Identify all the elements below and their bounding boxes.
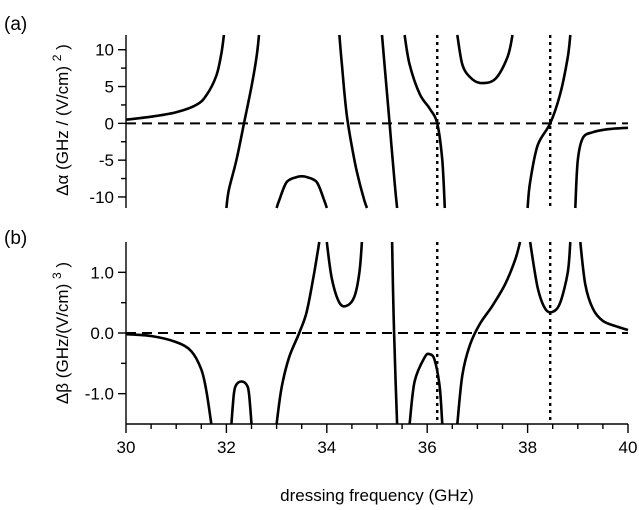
panel-a-vlines — [436, 35, 552, 208]
panel-b-curve — [125, 332, 213, 425]
svg-text:Δβ (GHz/(V/c: Δβ (GHz/(V/cm) 3 ) — [46, 262, 72, 404]
panel-b-ylabel-symbol: Δβ — [53, 383, 72, 404]
panel-b-ylabel: Δβ (GHz/(V/cm) 3 ) — [46, 262, 72, 404]
panel-b-ytick-label: 1.0 — [90, 263, 114, 282]
panel-a-ylabel: Δα (GHz / (V/cm) 2 ) — [46, 44, 72, 196]
panel-a-y-ticks: 10 5 0 -5 -10 — [89, 41, 126, 207]
panel-b-xtick-label: 40 — [619, 438, 638, 457]
panel-a-ylabel-symbol: Δα — [53, 174, 72, 195]
panel-b-vlines — [436, 242, 552, 424]
panel-a-curve — [456, 34, 514, 85]
panel-b-curve — [325, 241, 364, 308]
panel-b-curve — [579, 241, 629, 332]
panel-a: (a) Δα (GHz / (V/cm) 2 ) 10 5 0 -5 -10 — [4, 14, 629, 209]
panel-b-ylabel-close: ) — [53, 262, 72, 268]
panel-b-y-ticks: 1.0 0.0 -1.0 — [85, 263, 126, 404]
panel-b-xtick-label: 32 — [217, 438, 236, 457]
panel-a-ytick-label: -10 — [89, 188, 114, 207]
panel-b-curve — [390, 241, 399, 425]
panel-b-xtick-label: 36 — [418, 438, 437, 457]
panel-a-ytick-label: 0 — [105, 114, 114, 133]
panel-b-ytick-label: -1.0 — [85, 385, 114, 404]
panel-a-curve — [380, 34, 399, 209]
panel-a-ytick-label: -5 — [99, 151, 114, 170]
panel-b-ylabel-unit: (GHz/(V/cm) — [53, 284, 72, 378]
panel-b-curve — [528, 241, 572, 314]
panel-b-curve — [230, 380, 253, 425]
panel-b-ylabel-exponent: 3 — [50, 272, 64, 279]
x-axis-label: dressing frequency (GHz) — [280, 486, 474, 505]
panel-a-curve — [125, 34, 226, 121]
panel-a-curve — [574, 126, 629, 209]
panel-b-curves — [125, 241, 629, 425]
panel-a-label: (a) — [4, 14, 27, 35]
panel-a-curve — [338, 34, 369, 209]
panel-b-curve — [456, 241, 522, 425]
panel-a-curves — [125, 34, 629, 209]
panel-a-ylabel-unit: (GHz / (V/cm) — [53, 66, 72, 170]
panel-b: (b) Δβ (GHz/(V/cm) 3 ) 1.00.0-1.0 30 32 34… — [4, 228, 637, 505]
panel-b-curve — [275, 241, 321, 425]
panel-a-curve — [403, 34, 447, 209]
panel-b-xtick-label: 34 — [317, 438, 336, 457]
panel-a-curve — [225, 34, 261, 209]
panel-b-xtick-label: 38 — [518, 438, 537, 457]
panel-a-ytick-label: 5 — [105, 78, 114, 97]
panel-b-x-ticks: 30 32 34 36 38 40 — [117, 424, 638, 457]
panel-b-label: (b) — [4, 228, 27, 249]
panel-a-ytick-label: 10 — [95, 41, 114, 60]
panel-b-xtick-label: 30 — [117, 438, 136, 457]
svg-text:Δα (GHz / (V: Δα (GHz / (V/cm) 2 ) — [46, 44, 72, 196]
panel-b-curve — [408, 352, 444, 425]
panel-b-ytick-label: 0.0 — [90, 324, 114, 343]
panel-a-ylabel-exponent: 2 — [50, 54, 64, 61]
panel-a-ylabel-close: ) — [53, 44, 72, 50]
panel-a-curve — [526, 34, 572, 209]
panel-a-curve — [275, 174, 329, 209]
